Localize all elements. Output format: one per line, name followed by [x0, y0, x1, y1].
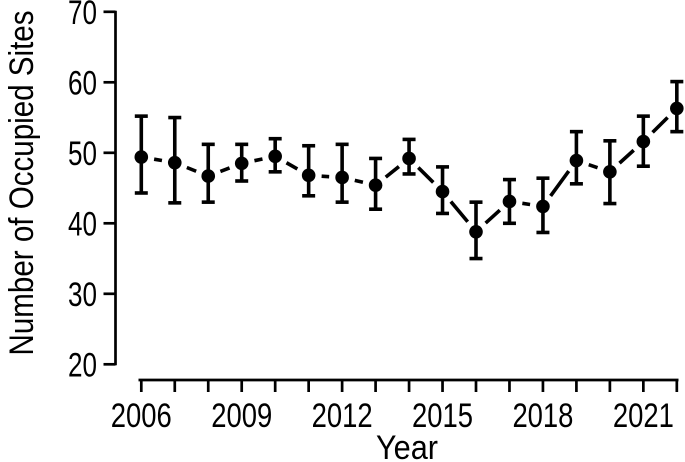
series-segment — [417, 166, 435, 184]
data-point — [368, 178, 383, 193]
y-tick-label: 70 — [68, 0, 97, 32]
y-axis: 20 30 40 50 60 70 — [68, 0, 117, 384]
x-axis: 2006 2009 2012 2015 2018 2021 — [111, 378, 679, 435]
y-tick-label: 50 — [68, 135, 97, 173]
x-tick-label: 2018 — [512, 397, 573, 435]
y-tick-label: 60 — [68, 64, 97, 102]
x-tick-label: 2015 — [412, 397, 473, 435]
x-tick-label: 2021 — [613, 397, 674, 435]
series-segment — [384, 165, 401, 179]
x-tick-label: 2009 — [211, 397, 272, 435]
data-point — [234, 156, 249, 171]
data-point — [670, 101, 684, 116]
series-segment — [484, 208, 502, 225]
x-axis-title: Year — [376, 429, 438, 462]
series-segment — [254, 157, 263, 163]
series-segment — [354, 178, 364, 185]
y-tick-label: 40 — [68, 205, 97, 243]
series-segment — [588, 163, 599, 170]
series-segment — [651, 116, 669, 134]
data-series — [134, 79, 684, 261]
data-point — [502, 194, 517, 209]
data-point — [268, 149, 282, 164]
data-point — [435, 184, 450, 199]
series-segment — [618, 148, 635, 165]
x-tick-label: 2012 — [312, 397, 373, 435]
series-segment — [522, 201, 531, 207]
data-point — [569, 153, 584, 168]
y-axis-title: Number of Occupied Sites — [3, 11, 41, 356]
data-point — [536, 199, 550, 214]
series-segment — [449, 200, 470, 223]
data-point — [201, 169, 216, 183]
data-point — [636, 134, 651, 149]
data-point — [402, 151, 416, 166]
series-segment — [186, 165, 197, 173]
data-point — [603, 165, 617, 179]
x-tick-label: 2006 — [111, 397, 172, 435]
data-point — [469, 224, 483, 239]
series-segment — [153, 157, 163, 163]
data-point — [167, 155, 182, 170]
series-segment — [285, 161, 299, 171]
series-segment — [549, 169, 571, 197]
data-point — [301, 168, 316, 183]
y-tick-label: 30 — [68, 276, 97, 314]
series-segment — [219, 166, 231, 174]
y-tick-label: 20 — [68, 346, 97, 384]
data-point — [134, 150, 149, 164]
data-point — [335, 170, 349, 185]
